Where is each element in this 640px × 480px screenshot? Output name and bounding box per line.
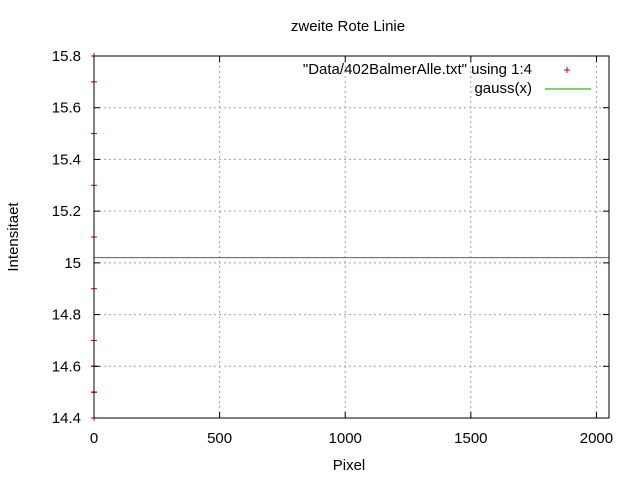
x-axis-label: Pixel — [333, 457, 366, 474]
chart-title: zweite Rote Linie — [291, 18, 405, 35]
x-tick-label: 2000 — [580, 430, 613, 447]
y-tick-label: 14.4 — [52, 410, 81, 427]
plot-frame — [93, 55, 610, 419]
y-tick-label: 15.6 — [52, 100, 81, 117]
legend: "Data/402BalmerAlle.txt" using 1:4 gauss… — [303, 61, 591, 97]
y-tick-label: 15.2 — [52, 203, 81, 220]
y-tick-label: 15.4 — [52, 151, 81, 168]
grid-layer — [94, 56, 609, 418]
y-tick-label: 15 — [64, 255, 81, 272]
y-tick-label: 14.6 — [52, 358, 81, 375]
x-tick-label: 500 — [207, 430, 232, 447]
x-tick-label: 1000 — [329, 430, 362, 447]
legend-label-gauss: gauss(x) — [474, 80, 532, 97]
y-tick-label: 15.8 — [52, 48, 81, 65]
x-tick-label: 1500 — [454, 430, 487, 447]
x-tick-label: 0 — [90, 430, 98, 447]
y-tick-label: 14.8 — [52, 307, 81, 324]
tick-layer: 0 500 1000 1500 2000 14.4 14.6 14.8 15 15.2 15.4 15… — [52, 48, 613, 447]
legend-label-data: "Data/402BalmerAlle.txt" using 1:4 — [303, 61, 532, 78]
legend-marker-plus — [564, 67, 570, 73]
y-axis-label: Intensitaet — [5, 202, 22, 272]
